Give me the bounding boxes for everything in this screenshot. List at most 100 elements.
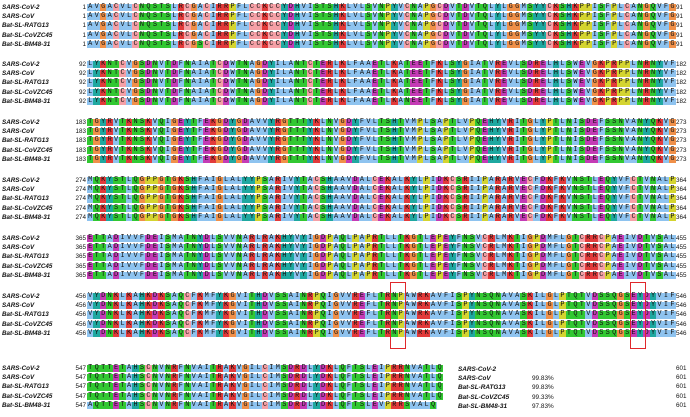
residue: L	[488, 30, 495, 39]
residue: T	[423, 96, 430, 106]
residue: Q	[649, 12, 657, 21]
residue: Y	[248, 212, 256, 222]
residue: V	[507, 292, 514, 301]
residue: N	[300, 319, 307, 328]
residue: L	[513, 60, 521, 69]
residue: L	[332, 87, 340, 96]
residue: L	[306, 400, 314, 410]
residue: V	[222, 270, 230, 280]
residue: G	[229, 328, 236, 338]
residue: P	[546, 118, 553, 127]
residue: H	[190, 185, 197, 194]
residue: Y	[643, 154, 650, 164]
residue: H	[326, 203, 333, 212]
residue: S	[274, 328, 282, 338]
identity-name: Bat-SL-BM48-31	[458, 402, 508, 410]
residue: I	[513, 145, 521, 154]
residue: P	[384, 364, 392, 373]
residue: F	[235, 3, 243, 12]
residue: F	[196, 176, 204, 185]
residue: I	[572, 127, 579, 136]
residue: K	[436, 78, 443, 87]
residue: R	[488, 243, 495, 252]
residue: G	[513, 12, 521, 21]
residue: V	[403, 118, 411, 127]
residue: V	[352, 39, 359, 49]
residue: V	[436, 292, 443, 301]
residue: T	[319, 12, 327, 21]
residue: K	[403, 203, 411, 212]
residue: M	[87, 203, 94, 212]
residue: P	[423, 212, 430, 222]
residue: T	[378, 78, 385, 87]
residue: G	[462, 60, 469, 69]
residue: T	[565, 328, 573, 338]
residue: T	[378, 270, 385, 280]
residue: C	[526, 194, 534, 203]
residue: P	[481, 185, 489, 194]
residue: P	[585, 12, 592, 21]
residue: A	[332, 234, 340, 243]
residue: D	[436, 176, 443, 185]
residue: T	[552, 136, 560, 145]
residue: C	[313, 176, 320, 185]
residue: T	[158, 12, 165, 21]
residue: P	[416, 136, 424, 145]
residue: N	[164, 364, 172, 373]
residue: Y	[636, 310, 644, 319]
residue: A	[416, 382, 424, 391]
residue: G	[158, 194, 165, 203]
residue: L	[384, 261, 392, 270]
residue: T	[209, 96, 217, 106]
residue: A	[287, 292, 294, 301]
residue: L	[384, 234, 392, 243]
residue: E	[442, 234, 450, 243]
residue: D	[585, 118, 592, 127]
residue: G	[591, 96, 599, 106]
residue: P	[352, 243, 359, 252]
residue: R	[397, 391, 404, 400]
identity-percent: 97.83%	[532, 402, 554, 410]
residue: D	[300, 364, 307, 373]
residue: L	[345, 270, 353, 280]
residue: V	[255, 145, 262, 154]
end-position: 364	[676, 195, 687, 203]
residue: T	[164, 203, 172, 212]
residue: H	[391, 127, 398, 136]
residue: Y	[248, 176, 256, 185]
residue: E	[378, 203, 385, 212]
residue: V	[643, 176, 650, 185]
residue: V	[371, 12, 379, 21]
residue: S	[455, 292, 463, 301]
residue: D	[151, 301, 159, 310]
residue: F	[345, 400, 353, 410]
residue: W	[229, 78, 236, 87]
residue: W	[229, 60, 236, 69]
residue: F	[138, 261, 146, 270]
residue: L	[669, 261, 676, 270]
residue: F	[455, 261, 463, 270]
residue: T	[164, 194, 172, 203]
residue: Y	[287, 234, 294, 243]
residue: A	[203, 60, 210, 69]
residue: C	[371, 194, 379, 203]
residue: N	[649, 203, 657, 212]
residue: G	[546, 292, 553, 301]
residue: Q	[488, 319, 495, 328]
residue: R	[352, 328, 359, 338]
residue: N	[190, 270, 197, 280]
residue: Y	[455, 78, 463, 87]
residue: L	[539, 328, 547, 338]
residue: N	[636, 136, 644, 145]
residue: C	[274, 39, 282, 49]
residue: K	[403, 234, 411, 243]
residue: P	[397, 292, 404, 301]
residue: R	[507, 203, 514, 212]
residue: G	[93, 127, 100, 136]
residue: A	[436, 136, 443, 145]
residue: K	[507, 252, 514, 261]
residue: V	[158, 87, 165, 96]
